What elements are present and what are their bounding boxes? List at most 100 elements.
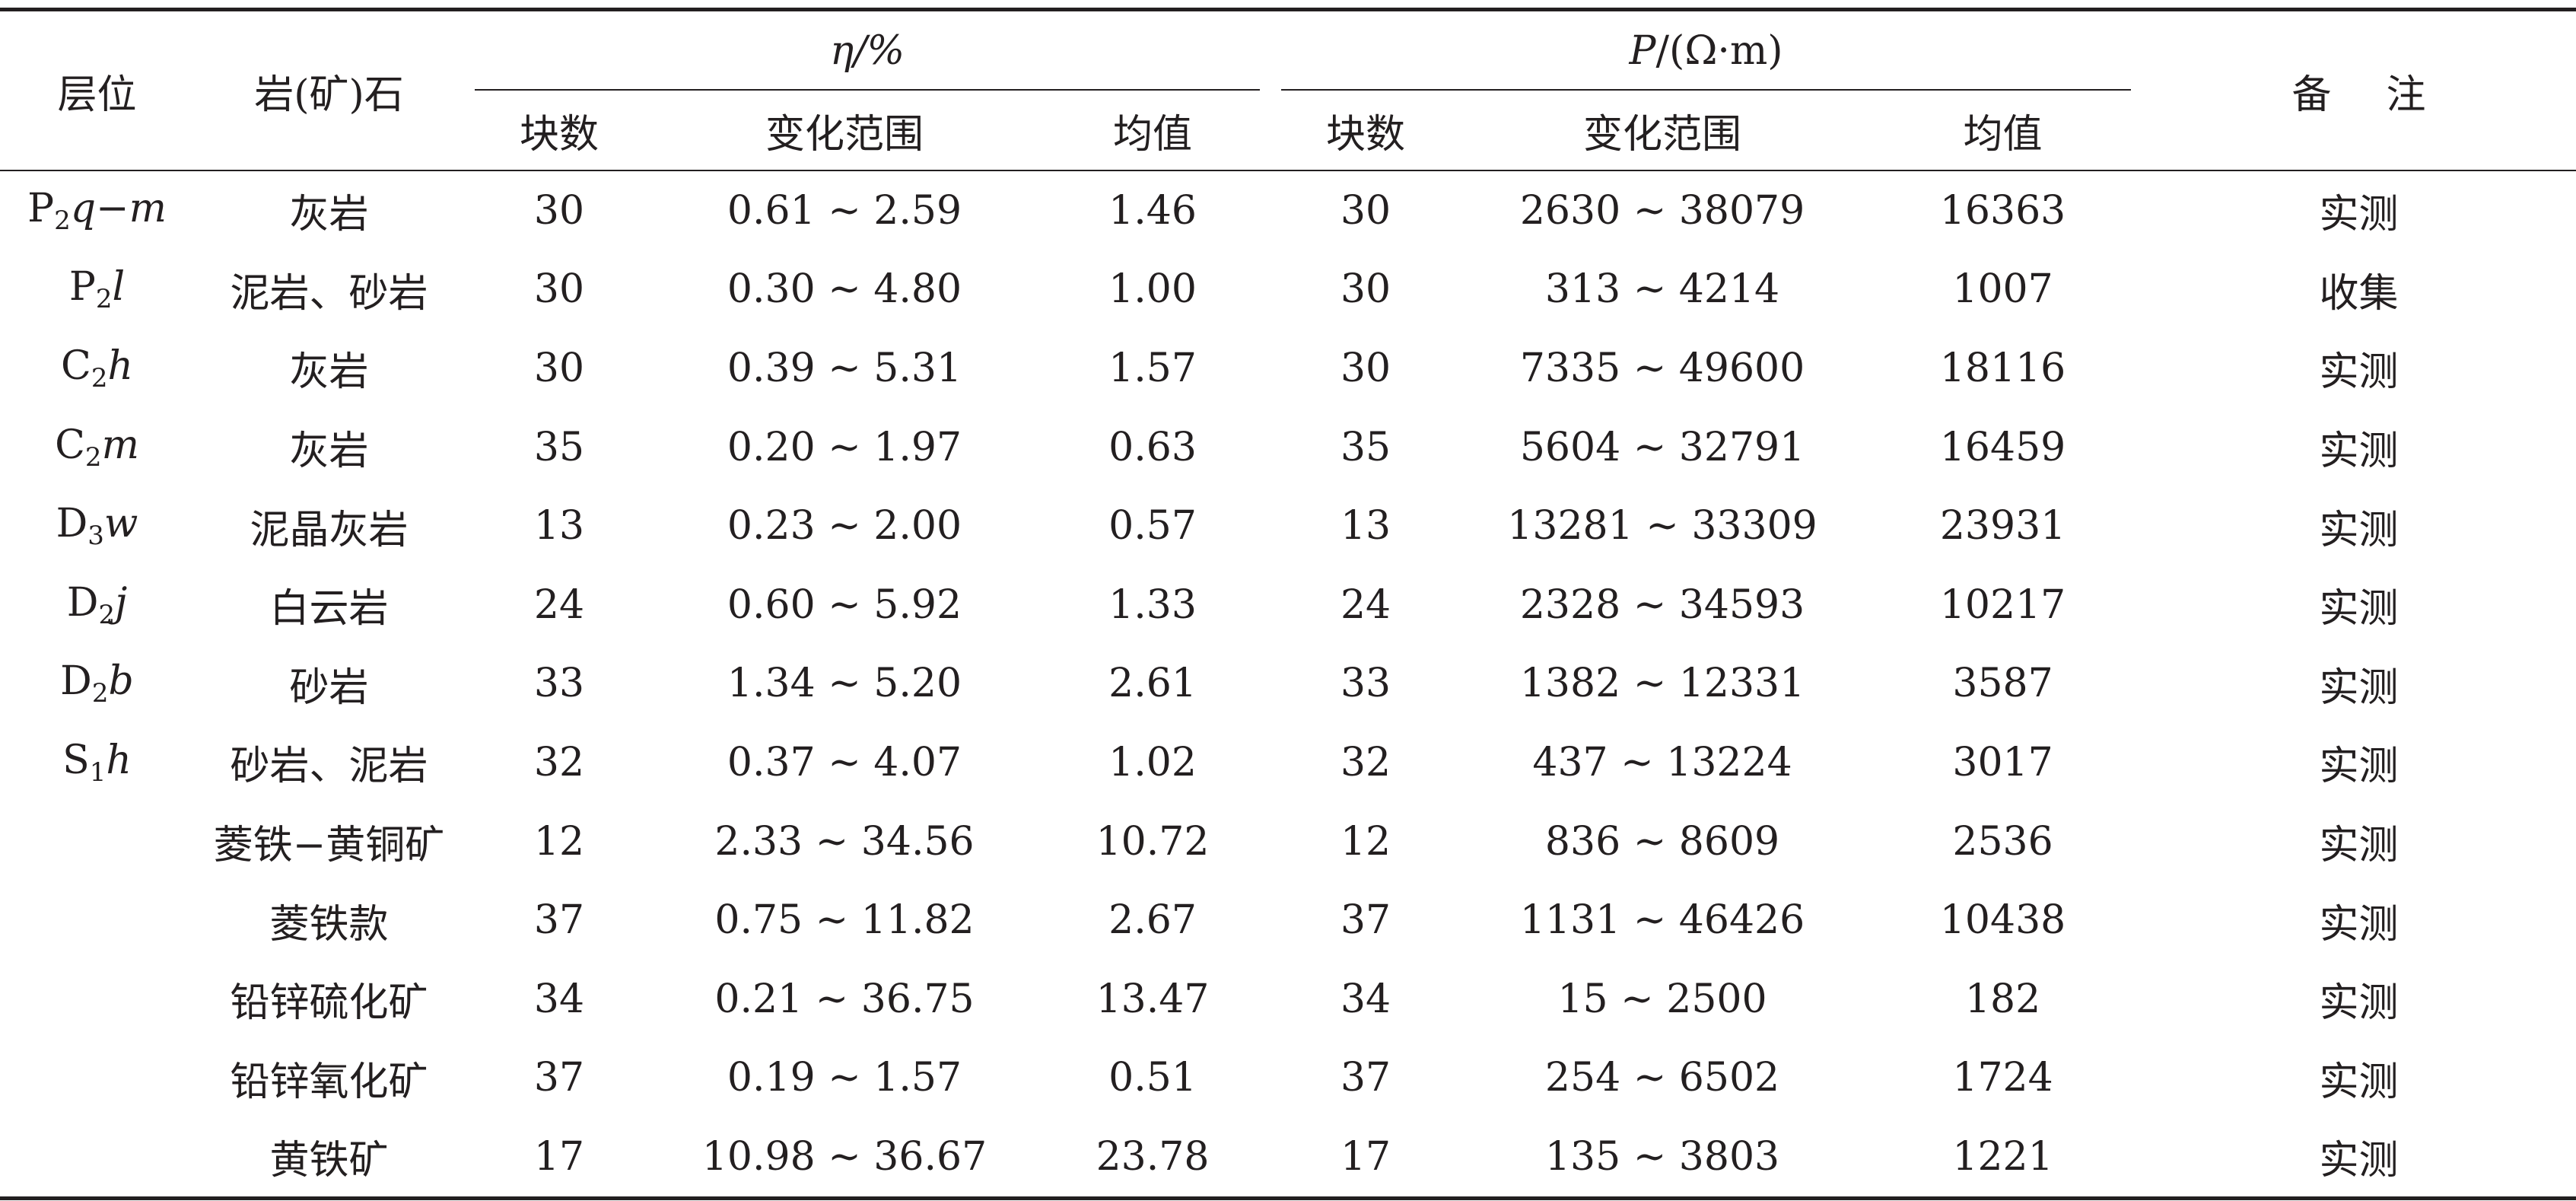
cell-rho-range: 5604 ~ 32791: [1519, 424, 1805, 470]
cell-eta-range: 0.39 ~ 5.31: [727, 345, 962, 391]
cell-rho-count: 30: [1340, 266, 1391, 313]
table-row: C2h 灰岩 30 0.39 ~ 5.31 1.57 30 7335 ~ 496…: [0, 329, 2576, 408]
table-row: D2b 砂岩 33 1.34 ~ 5.20 2.61 33 1382 ~ 123…: [0, 645, 2576, 724]
cell-rock: 黄铁矿: [269, 1138, 389, 1184]
table-row: P2q−m 灰岩 30 0.61 ~ 2.59 1.46 30 2630 ~ 3…: [0, 170, 2576, 250]
cell-rho-mean: 16459: [1939, 424, 2066, 470]
cell-eta-range: 10.98 ~ 36.67: [701, 1133, 987, 1180]
cell-note: 实测: [2319, 823, 2399, 869]
header-eta-count: 块数: [464, 91, 654, 171]
cell-rho-count: 35: [1340, 424, 1391, 470]
cell-note: 实测: [2319, 192, 2399, 238]
cell-rho-range: 7335 ~ 49600: [1519, 345, 1805, 391]
cell-rho-range: 437 ~ 13224: [1532, 739, 1792, 785]
header-rho-symbol: P: [1629, 28, 1656, 74]
cell-rho-range: 2328 ~ 34593: [1519, 581, 1805, 628]
cell-rho-range: 135 ~ 3803: [1544, 1133, 1780, 1180]
cell-rho-range: 313 ~ 4214: [1544, 266, 1780, 313]
cell-layer: P2q−m: [27, 185, 167, 236]
header-rho-mean: 均值: [1864, 91, 2142, 171]
header-note: 备注: [2142, 9, 2576, 171]
cell-eta-count: 35: [533, 424, 585, 470]
table-row: S1h 砂岩、泥岩 32 0.37 ~ 4.07 1.02 32 437 ~ 1…: [0, 723, 2576, 802]
table-row: C2m 灰岩 35 0.20 ~ 1.97 0.63 35 5604 ~ 327…: [0, 408, 2576, 487]
cell-note: 实测: [2319, 349, 2399, 396]
cell-rho-count: 34: [1340, 976, 1391, 1022]
table-body: P2q−m 灰岩 30 0.61 ~ 2.59 1.46 30 2630 ~ 3…: [0, 170, 2576, 1198]
cell-note: 实测: [2319, 664, 2399, 711]
cell-eta-range: 0.21 ~ 36.75: [714, 976, 975, 1022]
cell-eta-range: 1.34 ~ 5.20: [727, 661, 962, 707]
header-eta-mean: 均值: [1035, 91, 1271, 171]
cell-eta-mean: 0.63: [1108, 424, 1197, 470]
table-row: D2j 白云岩 24 0.60 ~ 5.92 1.33 24 2328 ~ 34…: [0, 565, 2576, 645]
cell-rho-mean: 10217: [1939, 581, 2066, 628]
cell-eta-range: 0.23 ~ 2.00: [727, 503, 962, 550]
cell-rho-count: 24: [1340, 581, 1391, 628]
cell-rho-count: 30: [1340, 345, 1391, 391]
cell-eta-mean: 2.67: [1108, 897, 1197, 944]
header-eta-group: η/%: [464, 10, 1271, 91]
cell-rho-range: 13281 ~ 33309: [1507, 503, 1818, 550]
cell-rock: 灰岩: [289, 428, 369, 475]
header-rho-count: 块数: [1271, 91, 1461, 171]
cell-rho-mean: 1007: [1952, 266, 2053, 313]
cell-rho-mean: 182: [1964, 976, 2041, 1022]
cell-rock: 菱铁−黄铜矿: [213, 823, 445, 869]
cell-eta-mean: 2.61: [1108, 661, 1197, 707]
cell-layer: [0, 881, 194, 960]
table-row: 铅锌硫化矿 34 0.21 ~ 36.75 13.47 34 15 ~ 2500…: [0, 960, 2576, 1039]
cell-eta-range: 0.60 ~ 5.92: [727, 581, 962, 628]
cell-rho-count: 37: [1340, 897, 1391, 944]
cell-rho-count: 13: [1340, 503, 1391, 550]
cell-eta-mean: 1.33: [1108, 581, 1197, 628]
cell-eta-mean: 13.47: [1096, 976, 1210, 1022]
cell-rho-mean: 1221: [1952, 1133, 2053, 1180]
cell-eta-count: 34: [533, 976, 585, 1022]
cell-eta-range: 0.20 ~ 1.97: [727, 424, 962, 470]
cell-rock: 铅锌硫化矿: [230, 980, 428, 1027]
header-eta-range: 变化范围: [654, 91, 1035, 171]
cell-rho-mean: 3587: [1952, 661, 2053, 707]
cell-rock: 菱铁款: [269, 901, 389, 948]
cell-eta-range: 0.37 ~ 4.07: [727, 739, 962, 785]
cell-eta-range: 0.19 ~ 1.57: [727, 1055, 962, 1101]
cell-eta-count: 30: [533, 345, 585, 391]
cell-rho-mean: 2536: [1952, 818, 2053, 865]
table-row: P2l 泥岩、砂岩 30 0.30 ~ 4.80 1.00 30 313 ~ 4…: [0, 250, 2576, 330]
cell-eta-count: 24: [533, 581, 585, 628]
cell-eta-count: 12: [533, 818, 585, 865]
cell-rho-count: 30: [1340, 187, 1391, 234]
table-row: 菱铁−黄铜矿 12 2.33 ~ 34.56 10.72 12 836 ~ 86…: [0, 802, 2576, 881]
cell-layer: [0, 960, 194, 1039]
cell-rho-range: 1131 ~ 46426: [1519, 897, 1805, 944]
cell-layer: S1h: [62, 737, 132, 788]
cell-layer: C2m: [55, 422, 139, 473]
cell-eta-count: 30: [533, 187, 585, 234]
cell-eta-mean: 23.78: [1096, 1133, 1210, 1180]
cell-eta-range: 0.30 ~ 4.80: [727, 266, 962, 313]
cell-eta-mean: 1.00: [1108, 266, 1197, 313]
cell-rock: 泥晶灰岩: [250, 507, 409, 553]
header-rho-range: 变化范围: [1461, 91, 1865, 171]
cell-eta-range: 0.61 ~ 2.59: [727, 187, 962, 234]
cell-rho-count: 12: [1340, 818, 1391, 865]
cell-rock: 泥岩、砂岩: [230, 270, 428, 317]
cell-eta-count: 17: [533, 1133, 585, 1180]
cell-eta-mean: 0.51: [1108, 1055, 1197, 1101]
cell-eta-mean: 1.46: [1108, 187, 1197, 234]
cell-rock: 砂岩、泥岩: [230, 744, 428, 790]
cell-layer: D2j: [66, 579, 128, 630]
cell-eta-range: 2.33 ~ 34.56: [714, 818, 975, 865]
cell-note: 收集: [2319, 270, 2399, 317]
cell-layer: D3w: [56, 501, 138, 552]
cell-layer: [0, 802, 194, 881]
cell-rho-count: 32: [1340, 739, 1391, 785]
cell-note: 实测: [2319, 507, 2399, 553]
cell-layer: P2l: [68, 264, 126, 315]
cell-note: 实测: [2319, 586, 2399, 632]
cell-rho-mean: 1724: [1952, 1055, 2053, 1101]
cell-rho-mean: 18116: [1939, 345, 2066, 391]
table-row: 黄铁矿 17 10.98 ~ 36.67 23.78 17 135 ~ 3803…: [0, 1117, 2576, 1198]
cell-eta-range: 0.75 ~ 11.82: [714, 897, 975, 944]
